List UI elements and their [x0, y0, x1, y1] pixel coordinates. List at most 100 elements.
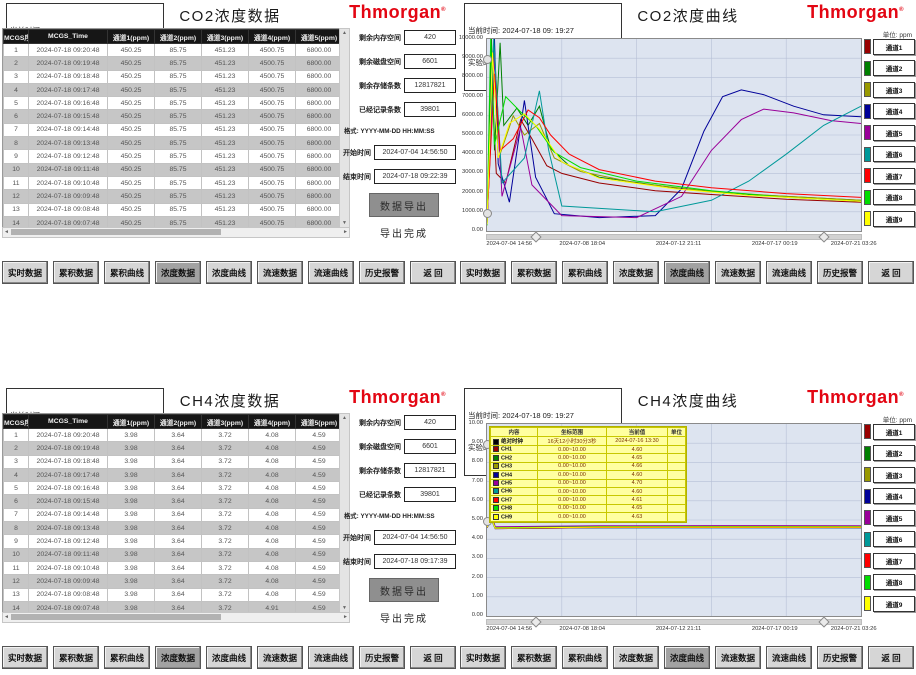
table-row[interactable]: 8 2024-07-18 09:13:48 450.25 85.75 451.23 450… — [3, 136, 339, 151]
table-row[interactable]: 2 2024-07-18 09:19:48 3.98 3.64 3.72 4.08 4.59 — [3, 441, 339, 456]
nav-flow-data[interactable]: 流速数据 — [257, 646, 303, 669]
table-hscrollbar[interactable]: ◄ ► — [2, 612, 350, 623]
nav-history-alarm[interactable]: 历史报警 — [817, 646, 863, 669]
nav-flow-data[interactable]: 流速数据 — [715, 646, 761, 669]
scroll-down-icon[interactable]: ▼ — [342, 220, 347, 226]
table-row[interactable]: 4 2024-07-18 09:17:48 3.98 3.64 3.72 4.08 4.59 — [3, 467, 339, 483]
table-row[interactable]: 7 2024-07-18 09:14:48 450.25 85.75 451.23 450… — [3, 122, 339, 138]
nav-concentration-data[interactable]: 浓度数据 — [155, 261, 201, 284]
table-row[interactable]: 7 2024-07-18 09:14:48 3.98 3.64 3.72 4.08 4.59 — [3, 507, 339, 523]
time-scrollbar[interactable] — [486, 231, 862, 243]
co2-chart-plot[interactable] — [483, 38, 862, 232]
nav-accumulated-curve[interactable]: 累积曲线 — [562, 646, 608, 669]
start-time-value[interactable]: 2024-07-04 14:56:50 — [374, 530, 456, 545]
scroll-up-icon[interactable]: ▲ — [342, 30, 347, 36]
table-row[interactable]: 1 2024-07-18 09:20:48 450.25 85.75 451.23 450… — [3, 42, 339, 58]
table-row[interactable]: 13 2024-07-18 09:08:48 3.98 3.64 3.72 4.08 4.5… — [3, 587, 339, 602]
nav-realtime-data[interactable]: 实时数据 — [460, 261, 506, 284]
nav-accumulated-curve[interactable]: 累积曲线 — [104, 261, 150, 284]
nav-history-alarm[interactable]: 历史报警 — [359, 646, 405, 669]
nav-history-alarm[interactable]: 历史报警 — [359, 261, 405, 284]
start-time-value[interactable]: 2024-07-04 14:56:50 — [374, 145, 456, 160]
nav-accumulated-data[interactable]: 累积数据 — [53, 261, 99, 284]
end-time-value[interactable]: 2024-07-18 09:17:39 — [374, 554, 456, 569]
hscroll-thumb[interactable] — [11, 614, 221, 620]
legend-button-channel-9[interactable]: 通道9 — [873, 595, 915, 612]
time-scrollbar[interactable] — [486, 616, 862, 628]
legend-button-channel-5[interactable]: 通道5 — [873, 124, 915, 141]
legend-button-channel-4[interactable]: 通道4 — [873, 103, 915, 120]
legend-button-channel-2[interactable]: 通道2 — [873, 445, 915, 462]
nav-flow-curve[interactable]: 流速曲线 — [766, 646, 812, 669]
legend-button-channel-9[interactable]: 通道9 — [873, 210, 915, 227]
export-data-button[interactable]: 数据导出 — [369, 193, 439, 217]
table-row[interactable]: 10 2024-07-18 09:11:48 450.25 85.75 451.23 45… — [3, 162, 339, 177]
table-row[interactable]: 14 2024-07-18 09:07:48 450.25 85.75 451.23 45… — [3, 215, 339, 227]
nav-history-alarm[interactable]: 历史报警 — [817, 261, 863, 284]
nav-flow-curve[interactable]: 流速曲线 — [308, 646, 354, 669]
nav-flow-data[interactable]: 流速数据 — [715, 261, 761, 284]
scroll-left-icon[interactable]: ◄ — [4, 229, 9, 235]
nav-concentration-data[interactable]: 浓度数据 — [613, 646, 659, 669]
table-row[interactable]: 2 2024-07-18 09:19:48 450.25 85.75 451.23 450… — [3, 56, 339, 71]
scroll-up-icon[interactable]: ▲ — [342, 415, 347, 421]
nav-accumulated-curve[interactable]: 累积曲线 — [562, 261, 608, 284]
legend-button-channel-1[interactable]: 通道1 — [873, 38, 915, 55]
nav-concentration-curve[interactable]: 浓度曲线 — [664, 646, 710, 669]
legend-button-channel-1[interactable]: 通道1 — [873, 423, 915, 440]
ch4-chart-plot[interactable]: 内容 坐标范围 当前值 单位 绝对时钟 16天12小时30分3秒 2024-07-16 13… — [483, 423, 862, 617]
nav-concentration-curve[interactable]: 浓度曲线 — [206, 261, 252, 284]
table-row[interactable]: 5 2024-07-18 09:16:48 3.98 3.64 3.72 4.08 4.59 — [3, 481, 339, 496]
nav-accumulated-data[interactable]: 累积数据 — [53, 646, 99, 669]
table-row[interactable]: 12 2024-07-18 09:09:48 450.25 85.75 451.23 45… — [3, 189, 339, 204]
table-row[interactable]: 3 2024-07-18 09:18:48 450.25 85.75 451.23 450… — [3, 69, 339, 84]
nav-accumulated-data[interactable]: 累积数据 — [511, 646, 557, 669]
nav-return[interactable]: 返 回 — [868, 261, 914, 284]
nav-return[interactable]: 返 回 — [410, 646, 456, 669]
table-row[interactable]: 9 2024-07-18 09:12:48 3.98 3.64 3.72 4.08 4.59 — [3, 534, 339, 549]
legend-button-channel-4[interactable]: 通道4 — [873, 488, 915, 505]
nav-realtime-data[interactable]: 实时数据 — [2, 261, 48, 284]
table-row[interactable]: 5 2024-07-18 09:16:48 450.25 85.75 451.23 450… — [3, 96, 339, 111]
scroll-right-icon[interactable]: ► — [343, 229, 348, 235]
table-row[interactable]: 1 2024-07-18 09:20:48 3.98 3.64 3.72 4.08 4.59 — [3, 427, 339, 443]
nav-concentration-curve[interactable]: 浓度曲线 — [206, 646, 252, 669]
nav-accumulated-data[interactable]: 累积数据 — [511, 261, 557, 284]
nav-flow-data[interactable]: 流速数据 — [257, 261, 303, 284]
table-row[interactable]: 8 2024-07-18 09:13:48 3.98 3.64 3.72 4.08 4.59 — [3, 521, 339, 536]
legend-button-channel-7[interactable]: 通道7 — [873, 167, 915, 184]
legend-button-channel-6[interactable]: 通道6 — [873, 531, 915, 548]
legend-button-channel-8[interactable]: 通道8 — [873, 574, 915, 591]
nav-realtime-data[interactable]: 实时数据 — [460, 646, 506, 669]
legend-button-channel-3[interactable]: 通道3 — [873, 81, 915, 98]
legend-button-channel-7[interactable]: 通道7 — [873, 552, 915, 569]
axis-slider-handle[interactable] — [483, 208, 492, 218]
table-row[interactable]: 4 2024-07-18 09:17:48 450.25 85.75 451.23 450… — [3, 82, 339, 98]
legend-button-channel-2[interactable]: 通道2 — [873, 60, 915, 77]
legend-button-channel-5[interactable]: 通道5 — [873, 509, 915, 526]
nav-flow-curve[interactable]: 流速曲线 — [308, 261, 354, 284]
table-hscrollbar[interactable]: ◄ ► — [2, 227, 350, 238]
table-row[interactable]: 10 2024-07-18 09:11:48 3.98 3.64 3.72 4.08 4.5… — [3, 547, 339, 562]
table-row[interactable]: 13 2024-07-18 09:08:48 450.25 85.75 451.23 45… — [3, 202, 339, 217]
nav-accumulated-curve[interactable]: 累积曲线 — [104, 646, 150, 669]
axis-slider-handle[interactable] — [483, 55, 492, 65]
table-row[interactable]: 14 2024-07-18 09:07:48 3.98 3.64 3.72 4.91 4.5… — [3, 600, 339, 612]
table-row[interactable]: 6 2024-07-18 09:15:48 450.25 85.75 451.23 450… — [3, 109, 339, 124]
table-row[interactable]: 3 2024-07-18 09:18:48 3.98 3.64 3.72 4.08 4.59 — [3, 454, 339, 469]
table-row[interactable]: 6 2024-07-18 09:15:48 3.98 3.64 3.72 4.08 4.59 — [3, 494, 339, 509]
legend-button-channel-3[interactable]: 通道3 — [873, 466, 915, 483]
table-row[interactable]: 11 2024-07-18 09:10:48 450.25 85.75 451.23 45… — [3, 175, 339, 191]
end-time-value[interactable]: 2024-07-18 09:22:39 — [374, 169, 456, 184]
scroll-left-icon[interactable]: ◄ — [4, 614, 9, 620]
nav-return[interactable]: 返 回 — [868, 646, 914, 669]
nav-concentration-data[interactable]: 浓度数据 — [155, 646, 201, 669]
nav-flow-curve[interactable]: 流速曲线 — [766, 261, 812, 284]
export-data-button[interactable]: 数据导出 — [369, 578, 439, 602]
nav-concentration-curve[interactable]: 浓度曲线 — [664, 261, 710, 284]
table-row[interactable]: 9 2024-07-18 09:12:48 450.25 85.75 451.23 450… — [3, 149, 339, 164]
nav-return[interactable]: 返 回 — [410, 261, 456, 284]
nav-concentration-data[interactable]: 浓度数据 — [613, 261, 659, 284]
scroll-down-icon[interactable]: ▼ — [342, 605, 347, 611]
legend-button-channel-8[interactable]: 通道8 — [873, 189, 915, 206]
